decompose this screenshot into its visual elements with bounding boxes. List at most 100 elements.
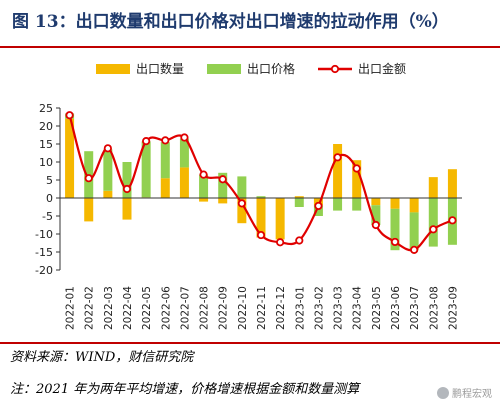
bar-quantity (313, 198, 323, 206)
x-tick-label: 2022-03 (103, 286, 115, 330)
line-series (65, 111, 457, 254)
bar-series (65, 113, 457, 251)
y-axis: 25 20 15 10 5 0 -5 -10 -15 -20 (35, 102, 61, 277)
bar-price (103, 149, 113, 191)
bar-price (141, 141, 151, 198)
x-tick-label: 2022-10 (237, 286, 249, 330)
amount-point (295, 236, 304, 245)
bar-quantity (333, 144, 343, 198)
y-tick-label: 25 (39, 102, 53, 115)
bar-price (409, 212, 419, 251)
x-tick-label: 2022-07 (179, 286, 191, 330)
bar-price (122, 162, 132, 198)
x-axis: 2022-01 2022-02 2022-03 2022-04 2022-05 2022-… (65, 286, 460, 330)
x-tick-label: 2023-01 (294, 286, 306, 330)
bar-price (160, 142, 170, 179)
bar-quantity (390, 198, 400, 209)
bar-price (237, 176, 247, 198)
amount-point (237, 199, 246, 208)
watermark-text: 鹏程宏观 (452, 389, 492, 400)
amount-point (142, 137, 151, 146)
amount-point (448, 216, 457, 225)
legend-swatch-quantity (96, 64, 130, 74)
amount-point (314, 201, 323, 211)
bar-quantity (199, 198, 209, 202)
bar-price (218, 172, 228, 198)
legend-label-amount: 出口金额 (358, 61, 406, 76)
x-tick-label: 2022-09 (218, 286, 230, 330)
amount-point (352, 164, 361, 173)
x-tick-label: 2023-09 (447, 286, 459, 330)
x-tick-label: 2022-06 (160, 286, 172, 330)
watermark-icon (437, 386, 449, 399)
bar-quantity (237, 198, 247, 224)
bar-price (179, 138, 189, 168)
bar-quantity (103, 190, 113, 198)
x-tick-label: 2022-08 (199, 286, 211, 330)
x-tick-label: 2022-11 (256, 286, 268, 330)
bar-quantity (122, 198, 132, 220)
y-tick-label: -15 (35, 246, 53, 259)
footnote: 注：2021 年为两年平均增速，价格增速根据金额和数量测算 (10, 382, 360, 397)
amount-point (390, 237, 400, 247)
y-tick-label: 10 (39, 156, 53, 169)
x-tick-label: 2023-05 (371, 286, 383, 330)
amount-point (410, 245, 419, 254)
amount-point (218, 175, 227, 184)
chart-area: 出口数量 出口价格 出口金额 25 20 15 10 5 0 -5 -10 -15 -20 202… (0, 48, 500, 340)
bar-quantity (294, 196, 304, 198)
bar-price (199, 174, 209, 198)
export-contribution-chart: 出口数量 出口价格 出口金额 25 20 15 10 5 0 -5 -10 -15 -20 202… (35, 61, 462, 330)
x-tick-label: 2023-08 (428, 286, 440, 330)
bar-price (371, 205, 381, 225)
bar-quantity (352, 160, 362, 198)
chart-legend: 出口数量 出口价格 出口金额 (96, 61, 406, 76)
amount-point (199, 170, 208, 179)
x-tick-label: 2022-05 (141, 286, 153, 330)
amount-point (103, 144, 112, 153)
legend-swatch-price (207, 64, 241, 74)
bar-quantity (218, 198, 228, 204)
bar-quantity (428, 177, 438, 198)
bar-quantity (179, 167, 189, 198)
figure-title: 图 13：出口数量和出口价格对出口增速的拉动作用（%） (12, 12, 449, 32)
bar-price (313, 205, 323, 216)
bar-price (294, 198, 304, 207)
y-tick-label: 5 (46, 174, 53, 187)
amount-point (371, 220, 380, 230)
x-tick-label: 2023-02 (313, 286, 325, 330)
legend-label-quantity: 出口数量 (136, 61, 184, 76)
bar-quantity (275, 198, 285, 240)
x-tick-label: 2023-04 (352, 286, 364, 330)
x-tick-label: 2022-02 (84, 286, 96, 330)
bar-price (428, 198, 438, 247)
x-tick-label: 2022-12 (275, 286, 287, 330)
bar-price (333, 198, 343, 211)
x-tick-label: 2023-07 (409, 286, 421, 330)
x-tick-label: 2023-06 (390, 286, 402, 330)
amount-point (161, 136, 170, 145)
amount-point (65, 111, 74, 120)
bar-quantity (256, 198, 266, 238)
x-tick-label: 2022-04 (122, 286, 134, 330)
bottom-divider (0, 342, 500, 344)
bar-price (390, 208, 400, 251)
amount-point (180, 133, 189, 142)
amount-point (333, 153, 342, 162)
bar-price (256, 196, 266, 198)
y-tick-label: -5 (42, 210, 53, 223)
x-tick-label: 2022-01 (65, 286, 77, 330)
y-tick-label: -20 (35, 264, 53, 277)
bar-quantity (160, 178, 170, 198)
x-tick-label: 2023-03 (333, 286, 345, 330)
y-tick-label: 15 (39, 138, 53, 151)
y-tick-label: 20 (39, 120, 53, 133)
legend-marker-amount (330, 64, 340, 74)
y-tick-label: -10 (35, 228, 53, 241)
legend-label-price: 出口价格 (247, 61, 295, 76)
bar-quantity (65, 118, 75, 198)
y-tick-label: 0 (46, 192, 53, 205)
bar-quantity (409, 198, 419, 213)
bar-quantity (447, 169, 457, 198)
amount-point (429, 225, 438, 234)
